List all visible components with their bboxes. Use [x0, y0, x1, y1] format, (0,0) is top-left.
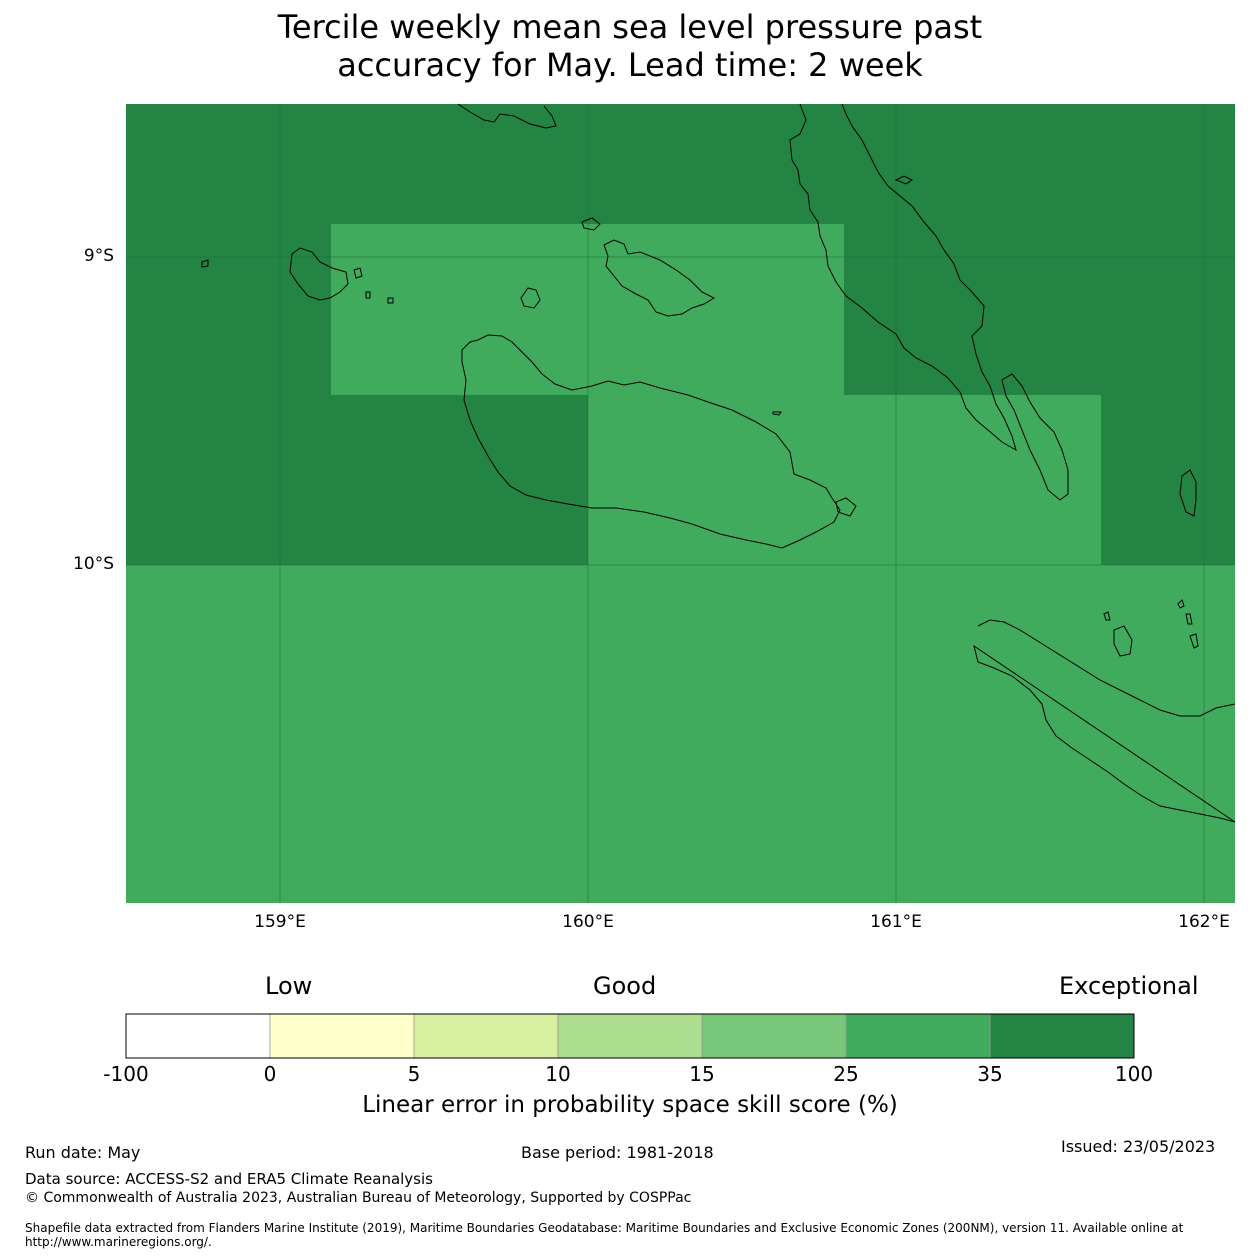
skill-region-exceptional	[126, 104, 1235, 565]
colorbar-frame	[125, 1013, 1135, 1059]
colorbar-swatch	[701, 1013, 847, 1059]
coastline-santa-isabel-south	[457, 103, 557, 129]
coastline-makira	[973, 619, 1236, 823]
colorbar-tick-label: 35	[977, 1062, 1003, 1086]
coastline-florida-islands	[603, 239, 716, 317]
coastline-islet-e	[353, 267, 363, 279]
data-source: Data source: ACCESS-S2 and ERA5 Climate …	[25, 1170, 433, 1188]
run-date: Run date: May	[25, 1143, 141, 1162]
coastline-islet-d	[835, 497, 857, 517]
map-title-line-1: Tercile weekly mean sea level pressure p…	[277, 8, 983, 46]
issued-date: Issued: 23/05/2023	[1061, 1137, 1216, 1156]
coastline-islet-h	[894, 175, 913, 185]
lat-label-10s: 10°S	[73, 554, 114, 574]
legend-category-exceptional: Exceptional	[1059, 972, 1199, 1000]
coastline-islet-n	[1189, 633, 1199, 649]
coastline-savo-island	[520, 287, 541, 309]
coastline-islet-f	[365, 291, 371, 299]
lat-label-9s: 9°S	[83, 246, 114, 266]
lon-label-161e: 161°E	[870, 912, 922, 932]
copyright: © Commonwealth of Australia 2023, Austra…	[25, 1190, 692, 1206]
colorbar-swatch	[269, 1013, 415, 1059]
coastline-islet-l	[1177, 599, 1185, 609]
coastline-islet-k	[1113, 625, 1133, 657]
coastline-islet-m	[1185, 613, 1193, 625]
coastline-islet-a	[581, 217, 601, 231]
graticule	[126, 104, 1235, 903]
colorbar-tick-label: 25	[833, 1062, 859, 1086]
coastlines	[201, 103, 1236, 823]
legend-category-low: Low	[265, 972, 313, 1000]
colorbar-tick-label: 10	[545, 1062, 571, 1086]
colorbar-tick-label: 15	[689, 1062, 715, 1086]
shapefile-credit: Shapefile data extracted from Flanders M…	[25, 1221, 1184, 1249]
colorbar-swatch	[845, 1013, 991, 1059]
coastline-islet-i	[1179, 469, 1197, 517]
colorbar-tick-label: -100	[103, 1062, 149, 1086]
lon-label-159e: 159°E	[254, 912, 306, 932]
legend-category-good: Good	[593, 972, 657, 1000]
colorbar-tick-label: 100	[1114, 1062, 1154, 1086]
lon-label-162e: 162°E	[1178, 912, 1230, 932]
coastline-guadalcanal	[461, 334, 841, 549]
colorbar-swatch	[125, 1013, 271, 1059]
coastline-islet-b	[201, 259, 209, 268]
coastline-islet-g	[387, 297, 394, 304]
colorbar-swatch	[557, 1013, 703, 1059]
colorbar-title: Linear error in probability space skill …	[362, 1092, 898, 1118]
colorbar-swatch	[413, 1013, 559, 1059]
lon-label-160e: 160°E	[562, 912, 614, 932]
map-title-line-2: accuracy for May. Lead time: 2 week	[337, 46, 923, 84]
coastline-malaita	[789, 103, 1017, 452]
base-period: Base period: 1981-2018	[521, 1143, 714, 1162]
coastline-russell-islands	[289, 247, 349, 301]
coastline-islet-j	[1103, 611, 1111, 621]
colorbar-tick-label: 0	[263, 1062, 277, 1086]
colorbar-tick-label: 5	[407, 1062, 421, 1086]
colorbar	[125, 1013, 1135, 1059]
coastline-islet-c	[772, 411, 782, 416]
colorbar-swatch	[989, 1013, 1135, 1059]
coastline-small-malaita	[1001, 373, 1069, 501]
